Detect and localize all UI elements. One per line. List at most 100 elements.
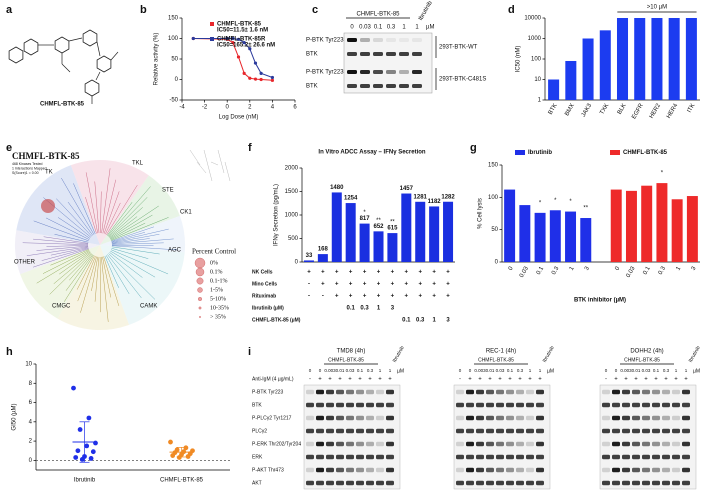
y-tick-label: 50: [491, 227, 498, 233]
bar: [415, 201, 426, 262]
band: [526, 402, 534, 408]
band: [386, 38, 396, 42]
tree-info: 468 Kinases Tested: [12, 162, 43, 166]
band: [496, 467, 504, 473]
treatment: +: [478, 377, 482, 383]
significance: *: [569, 199, 572, 205]
band: [336, 480, 344, 486]
y-tick-label: 10: [534, 77, 541, 83]
bar: [331, 192, 342, 262]
concentration: 0.003: [620, 368, 632, 373]
band: [642, 454, 650, 460]
bar: [651, 18, 663, 100]
point: [236, 37, 241, 41]
point: [191, 36, 195, 41]
treatment: +: [518, 377, 522, 383]
band: [356, 480, 364, 486]
concentration: 0.01: [486, 368, 495, 373]
bar: [443, 201, 454, 262]
concentration: 0.1: [653, 368, 660, 373]
condition-value: +: [321, 282, 325, 288]
band: [672, 389, 680, 395]
band: [536, 428, 544, 434]
band: [486, 441, 494, 447]
condition-value: -: [308, 282, 310, 288]
legend-circle: [194, 257, 206, 269]
band: [376, 441, 384, 447]
band: [632, 467, 640, 473]
band: [682, 480, 690, 486]
point: [77, 427, 83, 432]
condition-value: +: [349, 294, 353, 300]
band: [642, 467, 650, 473]
band: [662, 467, 670, 473]
point: [253, 61, 258, 65]
band: [336, 428, 344, 434]
blot-frame: [453, 384, 551, 490]
hit: [41, 199, 55, 213]
bar: [519, 205, 531, 262]
band: [602, 389, 610, 395]
bar: [599, 30, 611, 100]
bar: [625, 190, 637, 262]
condition-value: +: [418, 282, 422, 288]
band: [536, 441, 544, 447]
band: [386, 428, 394, 434]
bar: [668, 18, 680, 100]
blot-row-label: BTK: [306, 84, 318, 90]
band: [632, 454, 640, 460]
kinome-branch: [109, 252, 143, 278]
condition-value: +: [432, 294, 436, 300]
unit: µM: [426, 25, 434, 31]
point: [231, 41, 235, 45]
band: [526, 389, 534, 395]
annotation: >10 µM: [647, 5, 667, 11]
band: [536, 480, 544, 486]
band: [316, 389, 324, 395]
legend-ic50: IC50=165.2± 26.6 nM: [217, 43, 275, 49]
y-tick-label: 1500: [285, 189, 299, 195]
panel-label: a: [6, 4, 13, 16]
y-tick-label: 100: [168, 36, 179, 42]
concentration: 0: [319, 368, 322, 373]
bar: [549, 210, 561, 262]
point: [75, 448, 81, 454]
blot-row-label: P-PLCγ2 Tyr1217: [252, 415, 292, 421]
band: [612, 441, 620, 447]
concentration: 0: [605, 368, 608, 373]
treatment: +: [368, 377, 372, 383]
cell-line: 293T-BTK-WT: [439, 45, 478, 51]
band: [476, 389, 484, 395]
concentration: 1: [415, 25, 419, 31]
band: [316, 402, 324, 408]
band: [526, 441, 534, 447]
kinome-branch: [111, 248, 149, 259]
significance: **: [376, 218, 381, 224]
band: [456, 428, 464, 434]
y-tick-label: 0: [295, 260, 299, 266]
band: [326, 467, 334, 473]
point: [71, 385, 76, 391]
condition-value: +: [363, 294, 367, 300]
kinome-branch: [109, 205, 159, 239]
band: [373, 70, 383, 74]
band: [456, 441, 464, 447]
kinome-branch: [36, 245, 89, 251]
kinome-branch: [107, 254, 142, 298]
blot-row-label: P-BTK Tyr223: [306, 38, 344, 44]
legend-label: 1-5%: [210, 287, 223, 293]
bar: [616, 18, 629, 100]
band: [456, 415, 464, 421]
band: [399, 38, 409, 42]
y-tick-label: 1000: [285, 213, 299, 219]
band: [622, 467, 630, 473]
condition-value: +: [335, 270, 339, 276]
kinase-group: STE: [162, 188, 174, 194]
band: [386, 415, 394, 421]
condition-value: +: [377, 282, 381, 288]
band: [466, 402, 474, 408]
bar: [359, 223, 370, 262]
band: [602, 454, 610, 460]
condition-value: +: [377, 294, 381, 300]
